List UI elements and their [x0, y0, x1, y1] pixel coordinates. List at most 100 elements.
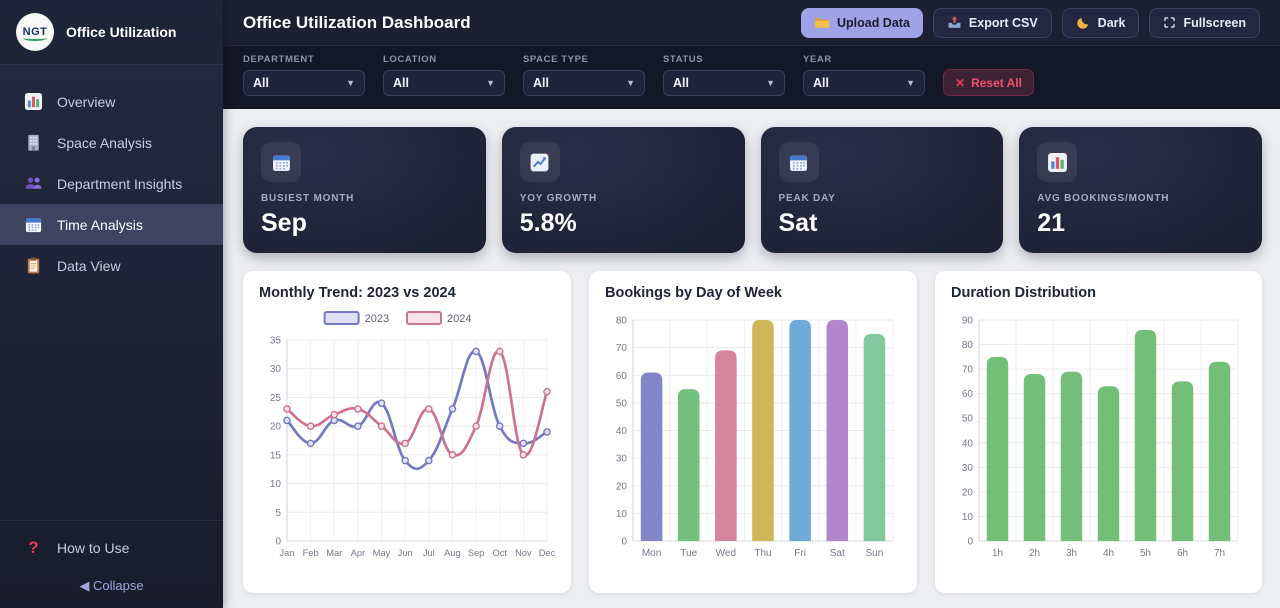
chevron-down-icon: ▼: [486, 78, 495, 88]
chart-title: Bookings by Day of Week: [605, 285, 782, 301]
department-label: DEPARTMENT: [243, 54, 315, 65]
svg-text:60: 60: [962, 389, 974, 400]
department-select[interactable]: All ▼: [243, 70, 365, 96]
svg-text:10: 10: [270, 479, 282, 490]
reset-all-label: Reset All: [971, 75, 1022, 90]
export-csv-label: Export CSV: [968, 15, 1038, 30]
svg-text:0: 0: [967, 537, 973, 548]
chart-title: Monthly Trend: 2023 vs 2024: [259, 285, 456, 301]
sidebar-nav: Overview Space Analysis Department Insig…: [0, 81, 223, 286]
fullscreen-button[interactable]: Fullscreen: [1149, 7, 1260, 38]
upload-data-label: Upload Data: [836, 15, 910, 30]
reset-all-button[interactable]: ✕ Reset All: [943, 69, 1034, 96]
monthly-trend-chart[interactable]: 0 5 10 15 20 25 30 35 Jan Feb Mar Apr May Jun Jul Aug Se…: [259, 306, 555, 563]
svg-text:3h: 3h: [1066, 548, 1077, 559]
dark-mode-button[interactable]: Dark: [1061, 7, 1140, 38]
kpi-value: 5.8%: [519, 209, 577, 237]
how-to-use-label: How to Use: [57, 539, 130, 556]
svg-text:15: 15: [270, 450, 282, 461]
chevron-down-icon: ▼: [906, 78, 915, 88]
svg-text:2024: 2024: [447, 313, 471, 325]
svg-text:20: 20: [962, 487, 974, 498]
svg-text:Feb: Feb: [303, 548, 319, 558]
svg-text:7h: 7h: [1214, 548, 1225, 559]
collapse-button[interactable]: ◀ Collapse: [0, 568, 223, 600]
kpi-card-avg-bookings: AVG BOOKINGS/MONTH 21: [1019, 127, 1262, 253]
kpi-value: Sep: [261, 209, 307, 237]
sidebar-item-label: Data View: [57, 257, 121, 274]
kpi-grid: BUSIEST MONTH Sep YOY GROWTH 5.8% PEAK D…: [243, 127, 1262, 253]
svg-text:Apr: Apr: [351, 548, 365, 558]
svg-text:60: 60: [616, 371, 628, 382]
year-select[interactable]: All ▼: [803, 70, 925, 96]
moon-icon: [1076, 15, 1091, 30]
svg-text:30: 30: [270, 364, 282, 375]
svg-text:Sep: Sep: [468, 548, 485, 558]
svg-text:80: 80: [962, 340, 974, 351]
logo-text: NGT: [22, 26, 48, 38]
svg-text:70: 70: [962, 365, 974, 376]
page-title: Office Utilization Dashboard: [243, 12, 471, 32]
chevron-down-icon: ▼: [346, 78, 355, 88]
sidebar-item-time-analysis[interactable]: Time Analysis: [0, 204, 223, 245]
duration-distribution-chart[interactable]: 0 10 20 30 40 50 60 70 80 90 1h 2h 3h 4h 5h 6h 7h: [951, 306, 1246, 563]
chart-card-monthly-trend: Monthly Trend: 2023 vs 2024 0 5 10 15 20 25 30…: [243, 271, 571, 593]
sidebar-item-overview[interactable]: Overview: [0, 81, 223, 122]
svg-text:10: 10: [616, 509, 628, 520]
svg-text:25: 25: [270, 393, 282, 404]
status-select[interactable]: All ▼: [663, 70, 785, 96]
svg-text:70: 70: [616, 343, 628, 354]
sidebar-item-label: Space Analysis: [57, 134, 152, 151]
main-area: Office Utilization Dashboard Upload Data…: [223, 0, 1280, 608]
collapse-label: Collapse: [93, 578, 144, 593]
bookings-by-day-chart[interactable]: 0 10 20 30 40 50 60 70 80 Mon Tue Wed Thu Fri Sat Sun: [605, 306, 901, 563]
filter-field-location: LOCATION All ▼: [383, 54, 505, 96]
svg-text:50: 50: [962, 414, 974, 425]
svg-text:0: 0: [621, 537, 627, 548]
svg-text:Thu: Thu: [754, 548, 771, 559]
svg-text:Dec: Dec: [539, 548, 555, 558]
svg-text:Tue: Tue: [680, 548, 697, 559]
logo-icon: NGT: [16, 13, 54, 51]
kpi-card-peak-day: PEAK DAY Sat: [760, 127, 1004, 253]
kpi-label: BUSIEST MONTH: [261, 193, 355, 204]
kpi-value: Sat: [778, 209, 818, 237]
svg-text:50: 50: [616, 398, 628, 409]
sidebar-item-department-insights[interactable]: Department Insights: [0, 163, 223, 204]
kpi-card-busiest-month: BUSIEST MONTH Sep: [243, 127, 486, 253]
kpi-label: PEAK DAY: [778, 193, 836, 204]
sidebar-logo-row: NGT Office Utilization: [0, 0, 223, 65]
upload-data-button[interactable]: Upload Data: [800, 7, 923, 38]
filter-bar: DEPARTMENT All ▼ LOCATION All ▼ SPACE TY…: [223, 46, 1280, 109]
bar-chart-icon: [24, 92, 43, 111]
sidebar-item-label: Time Analysis: [57, 216, 143, 233]
svg-text:35: 35: [270, 336, 282, 347]
svg-text:2023: 2023: [365, 313, 389, 325]
x-icon: ✕: [955, 75, 966, 90]
sidebar-item-how-to-use[interactable]: ? How to Use: [0, 527, 223, 568]
svg-text:80: 80: [616, 316, 628, 327]
topbar: Office Utilization Dashboard Upload Data…: [223, 0, 1280, 46]
sidebar-bottom: ? How to Use ◀ Collapse: [0, 520, 223, 608]
svg-text:2h: 2h: [1029, 548, 1040, 559]
svg-text:Sat: Sat: [830, 548, 845, 559]
space-type-select[interactable]: All ▼: [523, 70, 645, 96]
chart-card-duration-distribution: Duration Distribution 0 10 20 30 40 50 60 70 80 9…: [935, 271, 1262, 593]
location-select[interactable]: All ▼: [383, 70, 505, 96]
sidebar-item-data-view[interactable]: Data View: [0, 245, 223, 286]
kpi-label: AVG BOOKINGS/MONTH: [1037, 193, 1170, 204]
svg-text:0: 0: [275, 537, 281, 548]
space-type-label: SPACE TYPE: [523, 54, 589, 65]
svg-text:5: 5: [275, 508, 281, 519]
filter-field-space-type: SPACE TYPE All ▼: [523, 54, 645, 96]
export-csv-button[interactable]: Export CSV: [932, 7, 1052, 38]
sidebar-item-space-analysis[interactable]: Space Analysis: [0, 122, 223, 163]
svg-text:Jan: Jan: [280, 548, 295, 558]
folder-icon: [814, 16, 830, 29]
svg-text:Mar: Mar: [326, 548, 342, 558]
content-area: BUSIEST MONTH Sep YOY GROWTH 5.8% PEAK D…: [223, 109, 1280, 608]
kpi-card-yoy-growth: YOY GROWTH 5.8%: [501, 127, 745, 253]
svg-text:5h: 5h: [1140, 548, 1151, 559]
sidebar-item-label: Department Insights: [57, 175, 183, 192]
